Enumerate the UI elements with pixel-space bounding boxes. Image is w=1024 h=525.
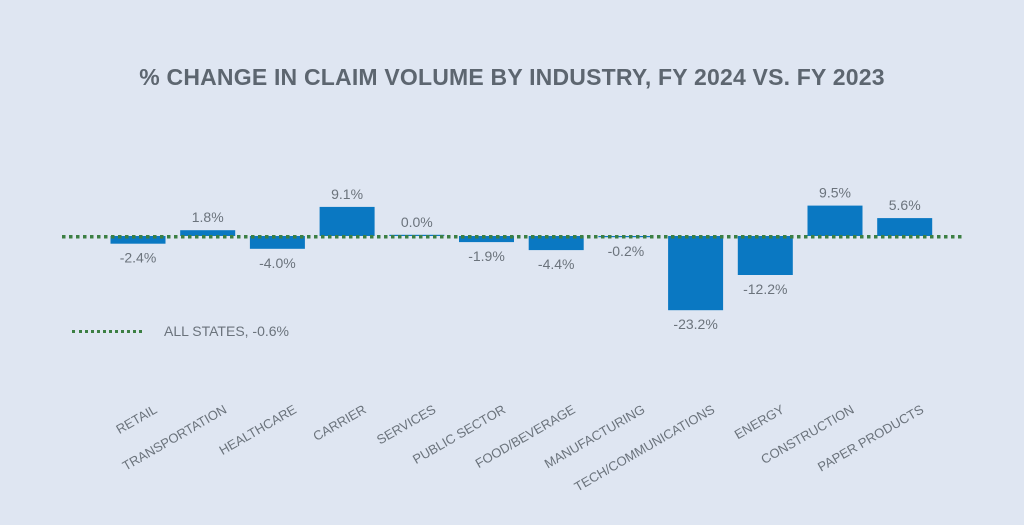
category-label: RETAIL — [113, 402, 159, 437]
legend: ALL STATES, -0.6% — [72, 322, 289, 340]
data-label: 9.5% — [819, 185, 851, 201]
bar — [807, 205, 863, 236]
data-label: 0.0% — [401, 214, 433, 230]
bar — [389, 234, 445, 236]
bar — [737, 236, 793, 275]
category-label: HEALTHCARE — [217, 401, 300, 457]
bar — [459, 236, 514, 243]
chart-title: % CHANGE IN CLAIM VOLUME BY INDUSTRY, FY… — [139, 64, 885, 90]
data-label: -4.4% — [538, 256, 575, 272]
legend-swatch-dotted-line — [72, 329, 142, 333]
bar — [110, 236, 166, 244]
bar — [668, 236, 724, 311]
bar — [598, 236, 654, 238]
data-label: 5.6% — [889, 197, 921, 213]
data-label: -1.9% — [468, 248, 505, 264]
data-label: -23.2% — [673, 316, 717, 332]
legend-label: ALL STATES, -0.6% — [164, 323, 290, 339]
data-label: -0.2% — [608, 243, 645, 259]
data-label: -12.2% — [743, 281, 787, 297]
category-label: CARRIER — [310, 402, 368, 444]
bar — [319, 206, 375, 236]
data-label: 1.8% — [192, 209, 224, 225]
data-label: -2.4% — [120, 250, 157, 266]
bar — [877, 218, 933, 236]
category-label: SERVICES — [374, 401, 439, 447]
bar — [528, 236, 584, 251]
bar — [249, 236, 305, 249]
bar — [180, 230, 236, 236]
data-label: 9.1% — [331, 186, 363, 202]
category-label: ENERGY — [732, 401, 787, 442]
data-label: -4.0% — [259, 255, 296, 271]
